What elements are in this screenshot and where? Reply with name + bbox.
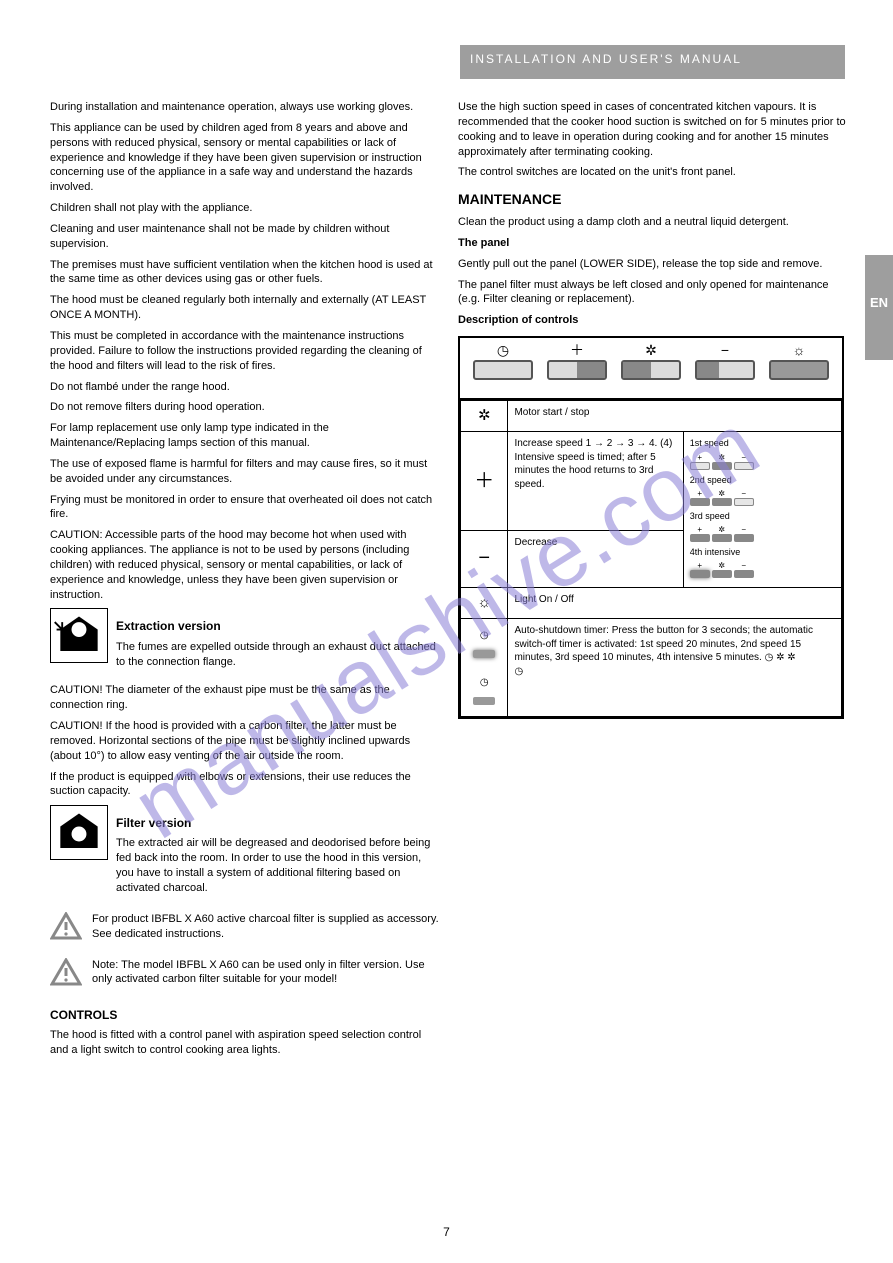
para: The panel filter must always be left clo…	[458, 278, 846, 308]
para: Do not flambé under the range hood.	[50, 380, 440, 395]
warning-icon	[50, 958, 82, 986]
fan-icon: ✲	[645, 342, 657, 358]
filter-icon	[50, 805, 108, 860]
para: Use the high suction speed in cases of c…	[458, 100, 846, 159]
plus-icon: ＋	[570, 342, 584, 358]
minus-icon: −	[721, 342, 729, 358]
plus-button: ＋	[547, 342, 607, 380]
right-column: Use the high suction speed in cases of c…	[458, 100, 846, 719]
language-label: EN	[870, 295, 888, 310]
table-row: ◷ ◷ Auto-shutdown timer: Press the butto…	[461, 619, 842, 717]
fan-icon: ✲	[776, 652, 787, 663]
table-row: ＋ Increase speed 1 → 2 → 3 → 4. (4) Inte…	[461, 432, 842, 530]
para: If the product is equipped with elbows o…	[50, 770, 440, 800]
minus-icon: −	[461, 530, 508, 587]
table-row: ✲ Motor start / stop	[461, 401, 842, 432]
speed-label: 4th intensive	[690, 547, 741, 557]
para: CAUTION! The diameter of the exhaust pip…	[50, 683, 440, 713]
filter-heading: Filter version	[116, 815, 440, 831]
warning-icon	[50, 912, 82, 940]
para: The extracted air will be degreased and …	[116, 836, 440, 895]
speed-label: 3rd speed	[690, 511, 730, 521]
cell-timer: Auto-shutdown timer: Press the button fo…	[508, 619, 842, 717]
para: Cleaning and user maintenance shall not …	[50, 222, 440, 252]
cell-plus: Increase speed 1 → 2 → 3 → 4. (4) Intens…	[508, 432, 683, 530]
clock-icon: ◷	[514, 666, 523, 677]
speed-indicators: 1st speed + ✲ − 2nd speed + ✲ − 3rd spee…	[683, 432, 841, 588]
maintenance-heading: MAINTENANCE	[458, 190, 846, 209]
timer-indicator-icon: ◷ ◷	[461, 619, 508, 717]
controls-table: ✲ Motor start / stop ＋ Increase speed 1 …	[460, 400, 842, 717]
fan-icon: ✲	[461, 401, 508, 432]
clock-icon: ◷	[765, 652, 777, 663]
para: The fumes are expelled outside through a…	[116, 640, 440, 670]
para: Gently pull out the panel (LOWER SIDE), …	[458, 257, 846, 272]
panel-heading: The panel	[458, 236, 846, 251]
extraction-heading: Extraction version	[116, 618, 440, 634]
controls-desc-heading: Description of controls	[458, 313, 846, 328]
para: The use of exposed flame is harmful for …	[50, 457, 440, 487]
header-title: INSTALLATION AND USER'S MANUAL	[470, 52, 742, 66]
page-number: 7	[443, 1225, 450, 1239]
cell-fan: Motor start / stop	[508, 401, 842, 432]
para: Clean the product using a damp cloth and…	[458, 215, 846, 230]
left-column: During installation and maintenance oper…	[50, 100, 440, 1064]
table-row: ☼ Light On / Off	[461, 587, 842, 618]
button-strip: ◷ ＋ ✲ − ☼	[460, 338, 842, 400]
clock-icon: ◷	[497, 342, 509, 358]
speed-label: 1st speed	[690, 438, 729, 448]
para: Children shall not play with the applian…	[50, 201, 440, 216]
para: CAUTION! If the hood is provided with a …	[50, 719, 440, 764]
para: The premises must have sufficient ventil…	[50, 258, 440, 288]
para: The control switches are located on the …	[458, 165, 846, 180]
controls-heading: CONTROLS	[50, 1007, 440, 1023]
light-icon: ☼	[793, 342, 806, 358]
extraction-icon	[50, 608, 108, 663]
cell-light: Light On / Off	[508, 587, 842, 618]
para: Do not remove filters during hood operat…	[50, 400, 440, 415]
speed-label: 2nd speed	[690, 475, 732, 485]
para: CAUTION: Accessible parts of the hood ma…	[50, 528, 440, 602]
para: The hood is fitted with a control panel …	[50, 1028, 440, 1058]
light-button: ☼	[769, 342, 829, 380]
para: During installation and maintenance oper…	[50, 100, 440, 115]
para: Frying must be monitored in order to ens…	[50, 493, 440, 523]
control-panel-figure: ◷ ＋ ✲ − ☼ ✲ Motor start /	[458, 336, 844, 719]
fan-button: ✲	[621, 342, 681, 380]
fan-icon: ✲	[787, 652, 795, 663]
timer-button: ◷	[473, 342, 533, 380]
para: This must be completed in accordance wit…	[50, 329, 440, 374]
cell-minus: Decrease	[508, 530, 683, 587]
minus-button: −	[695, 342, 755, 380]
plus-icon: ＋	[461, 432, 508, 530]
para: For lamp replacement use only lamp type …	[50, 421, 440, 451]
para: This appliance can be used by children a…	[50, 121, 440, 195]
light-icon: ☼	[461, 587, 508, 618]
warning-text: For product IBFBL X A60 active charcoal …	[92, 912, 440, 942]
warning-text: Note: The model IBFBL X A60 can be used …	[92, 958, 440, 988]
para: The hood must be cleaned regularly both …	[50, 293, 440, 323]
